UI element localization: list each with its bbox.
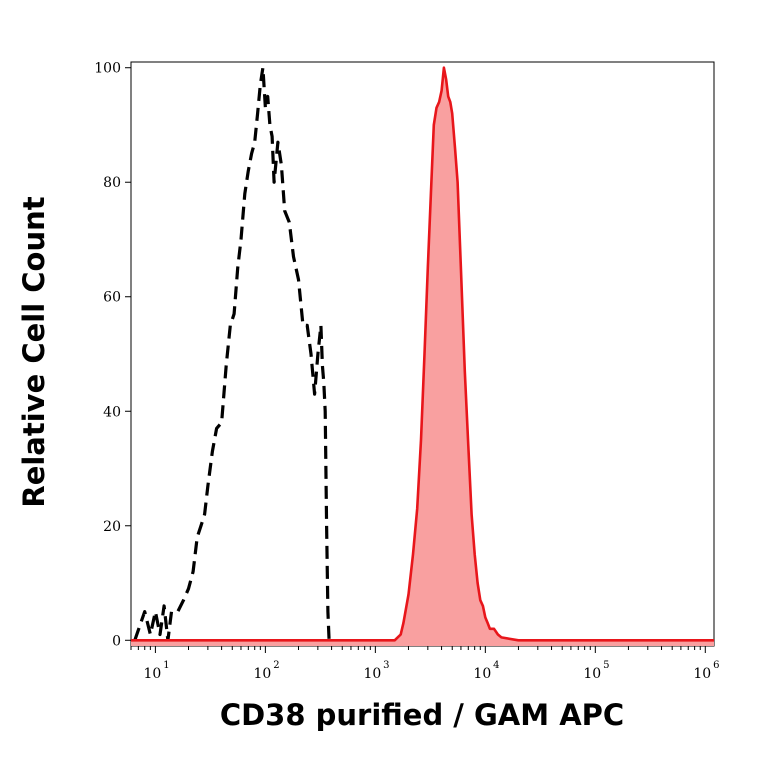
- y-tick-label-0: 0: [112, 633, 121, 649]
- y-axis-title: Relative Cell Count: [17, 196, 51, 507]
- y-tick-label-3: 60: [103, 290, 121, 306]
- plot-area: [130, 61, 715, 647]
- x-tick-exponent-4: 5: [603, 660, 609, 671]
- series-1-line: [131, 66, 714, 642]
- series-0-line: [133, 66, 331, 642]
- x-tick-exponent-1: 2: [273, 660, 279, 671]
- x-tick-label-1: 10: [253, 666, 271, 682]
- series-layer: [131, 66, 714, 646]
- x-tick-label-0: 10: [143, 666, 161, 682]
- x-tick-exponent-5: 6: [713, 660, 719, 671]
- y-tick-label-2: 40: [103, 404, 121, 420]
- y-tick-label-4: 80: [103, 175, 121, 191]
- y-tick-label-5: 100: [94, 61, 121, 77]
- x-tick-label-3: 10: [473, 666, 491, 682]
- y-tick-label-1: 20: [103, 519, 121, 535]
- x-tick-label-5: 10: [693, 666, 711, 682]
- x-tick-exponent-2: 3: [383, 660, 389, 671]
- x-tick-exponent-0: 1: [163, 660, 169, 671]
- x-tick-label-2: 10: [363, 666, 381, 682]
- y-axis: 0 20 40 60 80 100: [94, 61, 131, 649]
- x-tick-exponent-3: 4: [493, 660, 499, 671]
- series-1-fill: [131, 67, 714, 646]
- x-axis-title: CD38 purified / GAM APC: [220, 698, 624, 732]
- x-tick-label-4: 10: [583, 666, 601, 682]
